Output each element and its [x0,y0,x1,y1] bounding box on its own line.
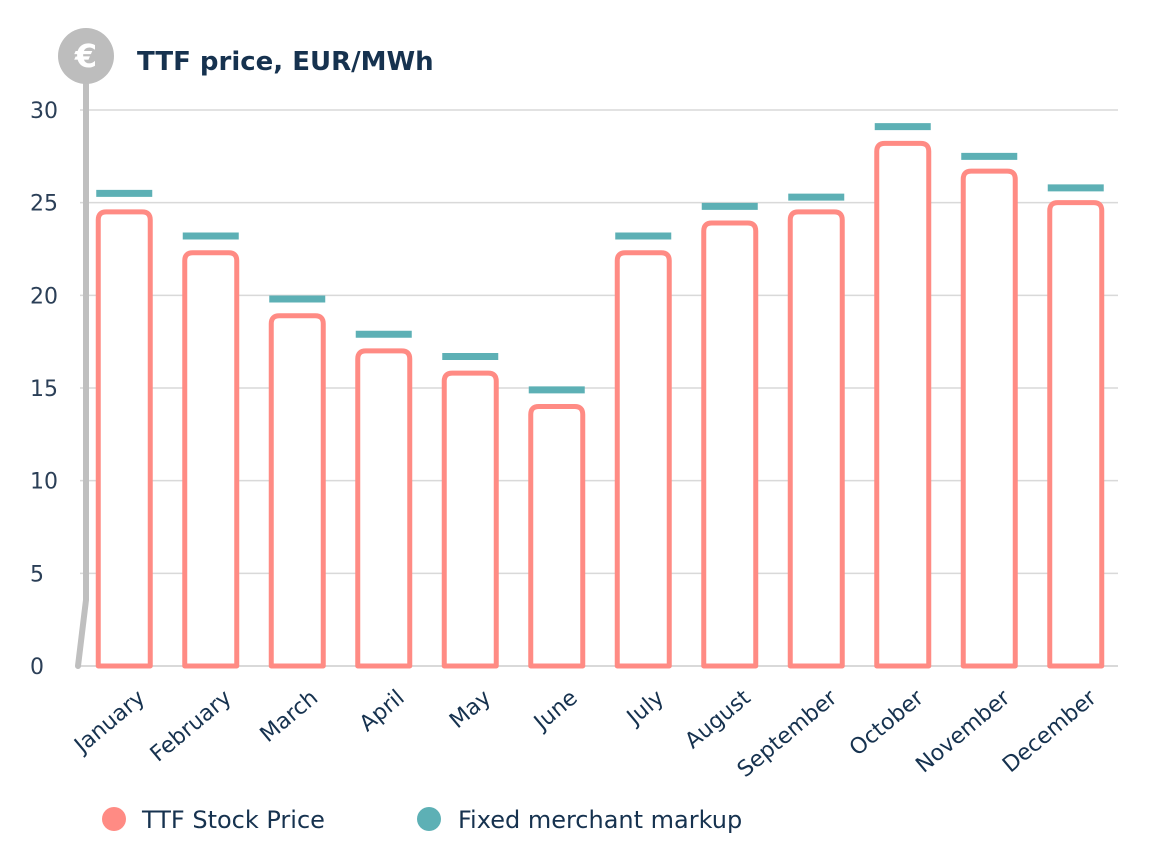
y-axis-line [75,81,89,669]
bar-ttf-stock-price-july [614,250,672,669]
y-tick-labels: 0 5 10 15 20 25 30 [30,99,58,680]
bar-ttf-stock-price-november [960,168,1018,669]
y-tick-label: 20 [30,284,58,309]
bar-ttf-stock-price-may [441,370,499,669]
grid-layer [80,109,1118,575]
x-tick-label-april: April [355,685,410,736]
x-tick-label-march: March [256,685,323,747]
euro-icon: € [58,28,114,84]
x-tick-label-may: May [445,685,496,733]
bar-ttf-stock-price-march [268,313,326,669]
bar-ttf-stock-price-april [355,348,413,669]
legend-marker-ttf-stock-price [102,807,126,831]
bar-ttf-stock-price-december [1047,200,1105,669]
x-tick-label-june: June [528,685,582,736]
legend-marker-fixed-merchant-markup [417,807,441,831]
markup-layer [96,123,1104,394]
x-tick-label-january: January [69,685,150,759]
axis-layer [75,81,1118,669]
legend-label-ttf-stock-price: TTF Stock Price [141,806,325,834]
euro-glyph: € [74,37,97,75]
bar-ttf-stock-price-june [528,404,586,669]
legend-label-fixed-merchant-markup: Fixed merchant markup [458,806,742,834]
y-tick-label: 15 [30,377,58,402]
bar-ttf-stock-price-september [787,209,845,669]
bar-ttf-stock-price-august [701,220,759,669]
x-tick-label-august: August [681,685,756,754]
bar-ttf-stock-price-february [182,250,240,669]
y-tick-label: 0 [30,655,44,680]
y-tick-label: 30 [30,99,58,124]
bar-ttf-stock-price-january [95,209,153,669]
chart-title: TTF price, EUR/MWh [137,47,434,77]
x-tick-label-february: February [146,685,237,767]
x-tick-label-november: November [911,685,1015,778]
x-tick-label-december: December [998,685,1102,778]
bar-ttf-stock-price-october [874,140,932,669]
y-tick-label: 25 [30,192,58,217]
x-tick-label-july: July [621,685,669,731]
y-tick-label: 5 [30,562,44,587]
bars-layer [95,140,1105,669]
legend: TTF Stock Price Fixed merchant markup [102,806,742,834]
y-tick-label: 10 [30,470,58,495]
x-tick-label-october: October [845,685,929,761]
